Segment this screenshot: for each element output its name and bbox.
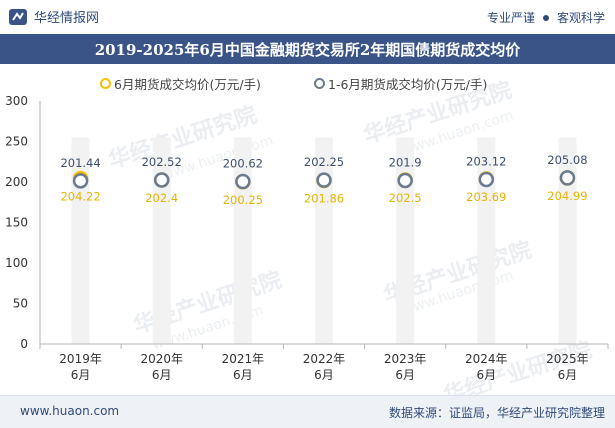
series2-point: [559, 170, 576, 186]
series2-point: [397, 172, 413, 189]
series2-point: [478, 171, 495, 188]
x-tick-label: 6月: [476, 368, 496, 382]
brand[interactable]: 华经情报网: [8, 7, 99, 26]
series1-data-label: 202.5: [389, 191, 422, 205]
series2-data-label: 201.44: [60, 156, 100, 170]
y-tick-label: 250: [5, 135, 28, 149]
x-tick-label: 2024年: [465, 352, 508, 366]
chart-title: 2019-2025年6月中国金融期货交易所2年期国债期货成交均价: [94, 41, 521, 59]
legend-item-series1[interactable]: 6月期货成交均价(万元/手): [100, 74, 261, 93]
legend-item-series2[interactable]: 1-6月期货成交均价(万元/手): [314, 74, 487, 93]
separator-dot-icon: [542, 14, 549, 21]
series2-point: [235, 173, 251, 190]
legend-marker-series2-icon: [314, 78, 325, 89]
tagline-right: 客观科学: [556, 11, 605, 25]
title-bar: 2019-2025年6月中国金融期货交易所2年期国债期货成交均价: [0, 34, 615, 64]
footer: www.huaon.com 数据来源：证监局，华经产业研究院整理: [0, 395, 615, 428]
tagline-left: 专业严谨: [486, 11, 535, 25]
x-tick-label: 2019年: [59, 352, 102, 366]
x-tick-label: 2022年: [303, 352, 346, 366]
category-background-bar: [71, 137, 90, 344]
y-tick-label: 300: [5, 94, 28, 108]
footer-source: 数据来源：证监局，华经产业研究院整理: [388, 406, 605, 420]
category-background-bar: [396, 137, 415, 344]
category-background-bar: [152, 137, 171, 344]
series1-data-label: 204.22: [60, 190, 100, 204]
brand-logo-icon: [9, 8, 27, 25]
series1-data-label: 201.86: [304, 191, 344, 205]
series2-point: [72, 173, 89, 189]
x-tick-label: 6月: [558, 368, 578, 382]
chart-plot: 0 50 100 150 200 250 300 2019年 6月 2020年 6月 2021年 6月 2…: [5, 94, 609, 382]
series1-data-label: 202.4: [145, 191, 178, 205]
series2-point: [316, 172, 332, 188]
y-tick-label: 0: [20, 337, 28, 351]
x-tick-label: 2023年: [384, 352, 427, 366]
series2-data-label: 201.9: [389, 155, 422, 169]
y-tick-label: 100: [5, 256, 28, 270]
legend-marker-series1-icon: [100, 78, 111, 89]
category-background-bar: [233, 137, 252, 344]
series2-data-label: 203.12: [466, 154, 506, 168]
series2-data-label: 205.08: [547, 153, 587, 167]
series1-data-label: 204.99: [547, 189, 587, 203]
x-tick-label: 2025年: [546, 352, 589, 366]
x-tick-label: 6月: [152, 368, 172, 382]
chart-legend: 6月期货成交均价(万元/手) 1-6月期货成交均价(万元/手): [0, 74, 615, 94]
legend-label-series1: 6月期货成交均价(万元/手): [114, 77, 261, 92]
category-background-bar: [477, 137, 496, 344]
footer-website-link[interactable]: www.huaon.com: [20, 404, 120, 418]
legend-label-series2: 1-6月期货成交均价(万元/手): [328, 77, 488, 92]
y-tick-label: 200: [5, 175, 28, 189]
x-tick-label: 6月: [395, 368, 415, 382]
series2-point: [153, 172, 170, 188]
series2-data-label: 202.52: [142, 155, 182, 169]
y-tick-label: 50: [13, 297, 28, 311]
x-tick-label: 6月: [71, 368, 91, 382]
top-bar: 华经情报网 专业严谨 客观科学: [0, 0, 615, 35]
series2-data-label: 202.25: [304, 155, 344, 169]
series1-data-label: 203.69: [466, 190, 506, 204]
tagline: 专业严谨 客观科学: [487, 9, 605, 26]
series2-data-label: 200.62: [223, 156, 263, 170]
category-background-bar: [315, 137, 333, 344]
y-tick-label: 150: [5, 216, 28, 230]
x-tick-label: 2020年: [140, 352, 183, 366]
x-tick-label: 6月: [233, 368, 253, 382]
brand-name: 华经情报网: [34, 11, 100, 26]
x-tick-label: 2021年: [222, 352, 265, 366]
category-background-bar: [558, 137, 577, 344]
series1-data-label: 200.25: [223, 193, 263, 207]
x-tick-label: 6月: [314, 368, 334, 382]
